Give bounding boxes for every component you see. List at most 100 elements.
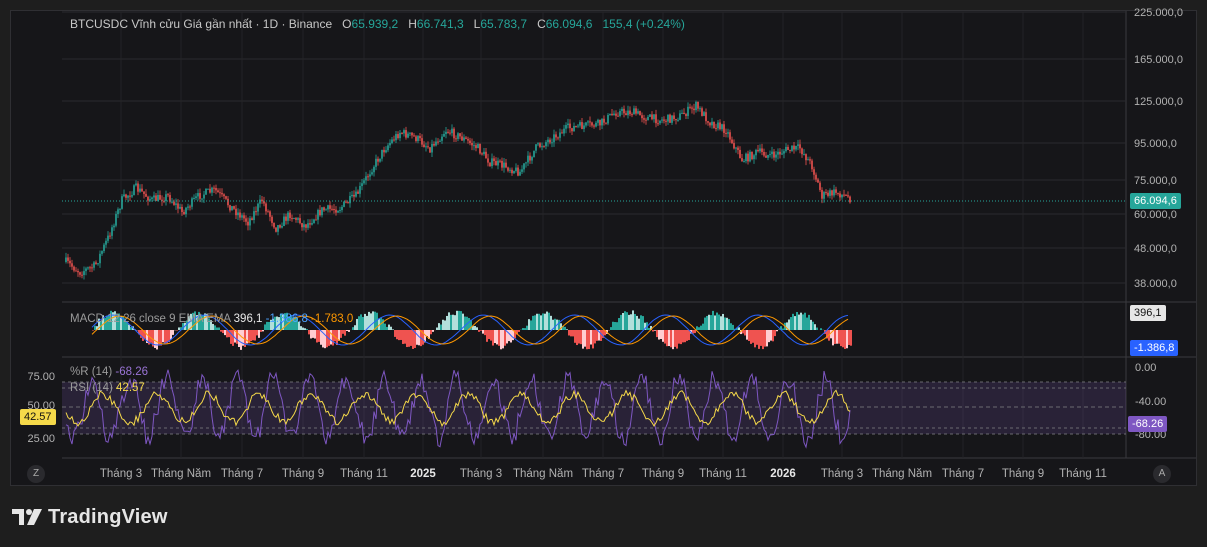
rsi-value: 42.57 — [116, 382, 145, 394]
candle-body — [727, 132, 729, 134]
candle-body — [659, 120, 661, 124]
macd-histogram-bar — [300, 326, 302, 330]
candle-body — [241, 215, 243, 218]
macd-histogram-bar — [340, 330, 342, 338]
macd-histogram-bar — [158, 330, 160, 346]
candle-body — [133, 185, 135, 196]
candle-body — [139, 188, 141, 192]
candle-body — [791, 145, 793, 151]
macd-histogram-bar — [278, 317, 280, 330]
macd-histogram-bar — [618, 318, 620, 330]
macd-histogram-bar — [648, 328, 650, 330]
candle-body — [487, 158, 489, 163]
auto-scale-button[interactable]: A — [1153, 465, 1171, 483]
candle-body — [755, 149, 757, 156]
macd-histogram-bar — [354, 325, 356, 330]
candle-body — [159, 194, 161, 200]
candle-body — [479, 143, 481, 154]
macd-histogram-bar — [848, 330, 850, 345]
candle-body — [749, 151, 751, 162]
macd-histogram-bar — [318, 330, 320, 342]
candle-body — [833, 189, 835, 196]
macd-histogram-bar — [614, 322, 616, 330]
candle-body — [535, 144, 537, 151]
macd-histogram-bar — [504, 330, 506, 346]
macd-histogram-bar — [702, 323, 704, 330]
candle-body — [263, 201, 265, 204]
candle-body — [481, 153, 483, 155]
macd-histogram-bar — [424, 330, 426, 343]
candle-body — [443, 133, 445, 137]
macd-histogram-bar — [312, 330, 314, 338]
candle-body — [601, 118, 603, 126]
candle-body — [341, 206, 343, 211]
candle-body — [609, 113, 611, 115]
candle-body — [453, 128, 455, 139]
candle-body — [553, 134, 555, 143]
macd-histogram-bar — [166, 330, 168, 344]
macd-histogram-bar — [594, 330, 596, 344]
macd-legend[interactable]: MACD 12 26 close 9 EMA EMA 396,1 -1.386,… — [70, 313, 354, 325]
macd-histogram-bar — [284, 313, 286, 330]
macd-histogram-bar — [584, 330, 586, 347]
candle-body — [335, 209, 337, 213]
macd-histogram-bar — [652, 330, 654, 332]
macd-histogram-bar — [516, 330, 518, 335]
macd-histogram-bar — [186, 320, 188, 330]
macd-histogram-bar — [512, 330, 514, 341]
candle-body — [213, 187, 215, 189]
rsi-legend[interactable]: RSI (14) 42.57 — [70, 382, 145, 394]
candle-body — [217, 190, 219, 193]
candle-body — [531, 157, 533, 161]
macd-histogram-bar — [106, 315, 108, 330]
candle-body — [329, 205, 331, 209]
auto-scale-left-button[interactable]: Z — [27, 465, 45, 483]
macd-histogram-bar — [514, 330, 516, 339]
macd-histogram-bar — [362, 316, 364, 330]
macd-histogram-bar — [212, 323, 214, 330]
change-value: 155,4 (+0.24%) — [602, 17, 685, 31]
candle-body — [211, 187, 213, 193]
macd-histogram-bar — [542, 313, 544, 330]
macd-histogram-bar — [632, 310, 634, 330]
candle-body — [311, 223, 313, 225]
candle-body — [847, 195, 849, 197]
symbol-title[interactable]: BTCUSDC Vĩnh cửu Giá gần nhất · 1D · Bin… — [70, 17, 333, 31]
macd-histogram-bar — [320, 330, 322, 345]
williams-r-legend[interactable]: %R (14) -68.26 — [70, 366, 148, 378]
candle-body — [499, 160, 501, 162]
candle-body — [645, 119, 647, 121]
candle-body — [715, 128, 717, 130]
candle-body — [261, 199, 263, 202]
candle-body — [413, 135, 415, 137]
macd-histogram-bar — [494, 330, 496, 344]
macd-histogram-bar — [772, 330, 774, 342]
candle-body — [269, 211, 271, 217]
candle-body — [287, 212, 289, 221]
macd-histogram-bar — [110, 310, 112, 330]
candle-body — [649, 114, 651, 117]
symbol-legend[interactable]: BTCUSDC Vĩnh cửu Giá gần nhất · 1D · Bin… — [70, 17, 685, 31]
candle-body — [379, 158, 381, 162]
tradingview-logo[interactable]: TradingView — [12, 505, 168, 529]
candle-body — [709, 122, 711, 126]
candle-body — [279, 225, 281, 228]
candle-body — [765, 155, 767, 158]
macd-histogram-bar — [306, 329, 308, 330]
macd-histogram-bar — [154, 330, 156, 348]
candle-body — [231, 206, 233, 211]
rsi-tag: 42.57 — [20, 409, 56, 425]
candle-body — [215, 188, 217, 191]
macd-histogram-bar — [322, 330, 324, 348]
macd-histogram-bar — [722, 313, 724, 330]
macd-histogram-bar — [226, 330, 228, 338]
macd-histogram-bar — [834, 330, 836, 344]
macd-histogram-bar — [214, 325, 216, 330]
macd-histogram-bar — [430, 330, 432, 335]
candle-body — [165, 194, 167, 202]
candle-body — [435, 141, 437, 146]
macd-histogram-bar — [396, 330, 398, 340]
price-tick-label: 165.000,0 — [1134, 54, 1183, 66]
candle-body — [65, 257, 67, 262]
